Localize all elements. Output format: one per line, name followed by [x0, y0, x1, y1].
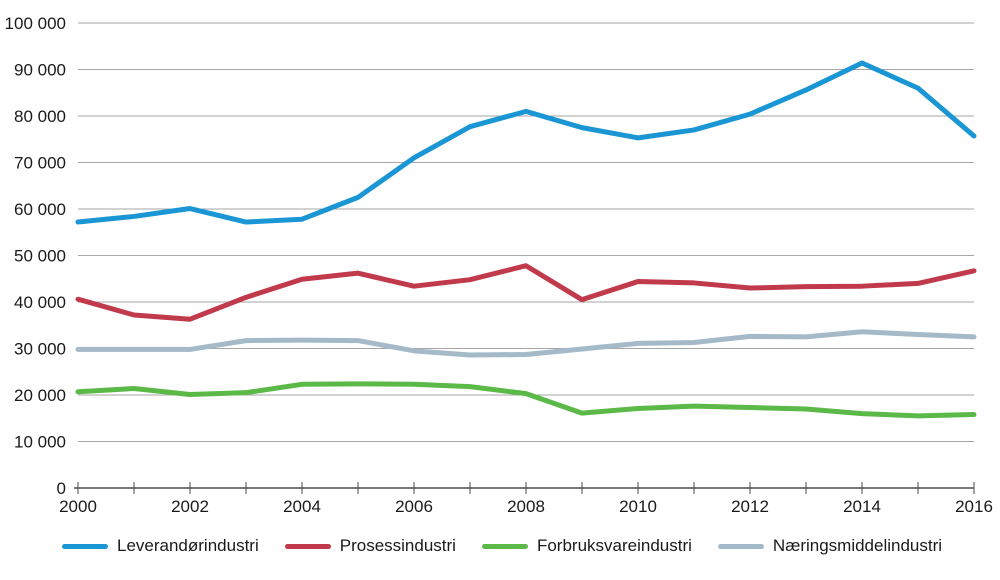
chart-canvas: 0 10 000 20 000 30 000 40 000 50 000 60 000 70 … — [5, 14, 993, 516]
y-axis-tick-label: 100 000 — [5, 14, 66, 33]
series-line-prosessindustri — [75, 263, 977, 322]
legend-label-prosessindustri: Prosessindustri — [339, 536, 456, 555]
y-axis-tick-label: 70 000 — [14, 154, 66, 173]
x-axis-tick-label: 2004 — [283, 497, 321, 516]
x-axis-tick-label: 2006 — [395, 497, 433, 516]
legend-swatch-leverandorindustri — [62, 543, 108, 549]
x-axis-tick-label: 2000 — [59, 497, 97, 516]
x-axis-tick-label: 2002 — [171, 497, 209, 516]
y-axis-tick-label: 90 000 — [14, 61, 66, 80]
x-axis-tick-label: 2014 — [843, 497, 881, 516]
y-axis-tick-label: 0 — [57, 479, 66, 498]
series-line-naeringsmiddelindustri — [75, 329, 977, 358]
series-line-leverandorindustri — [75, 60, 977, 225]
y-axis-tick-label: 60 000 — [14, 200, 66, 219]
legend-swatch-forbruksvareindustri — [481, 543, 528, 549]
legend-swatch-prosessindustri — [284, 543, 331, 549]
legend-label-forbruksvareindustri: Forbruksvareindustri — [536, 536, 692, 555]
series-line-forbruksvareindustri — [75, 381, 977, 419]
y-axis-tick-label: 30 000 — [14, 340, 66, 359]
y-axis-tick-label: 50 000 — [14, 247, 66, 266]
y-axis-tick-label: 40 000 — [14, 293, 66, 312]
legend-label-naeringsmiddelindustri: Næringsmiddelindustri — [772, 536, 943, 555]
y-axis-tick-label: 20 000 — [14, 386, 66, 405]
x-axis-tick-label: 2012 — [731, 497, 769, 516]
x-axis-tick-label: 2010 — [619, 497, 657, 516]
x-axis-tick-label: 2016 — [955, 497, 993, 516]
legend-item-prosessindustri: Prosessindustri — [284, 536, 456, 556]
legend-item-forbruksvareindustri: Forbruksvareindustri — [481, 536, 692, 556]
legend-item-naeringsmiddelindustri: Næringsmiddelindustri — [717, 536, 943, 556]
y-axis-tick-label: 10 000 — [14, 433, 66, 452]
legend-item-leverandorindustri: Leverandørindustri — [62, 536, 259, 556]
legend-swatch-naeringsmiddelindustri — [717, 543, 764, 549]
y-axis-tick-label: 80 000 — [14, 107, 66, 126]
legend-label-leverandorindustri: Leverandørindustri — [117, 536, 259, 555]
chart-legend: Leverandørindustri Prosessindustri Forbr… — [0, 536, 1000, 556]
x-axis-tick-label: 2008 — [507, 497, 545, 516]
